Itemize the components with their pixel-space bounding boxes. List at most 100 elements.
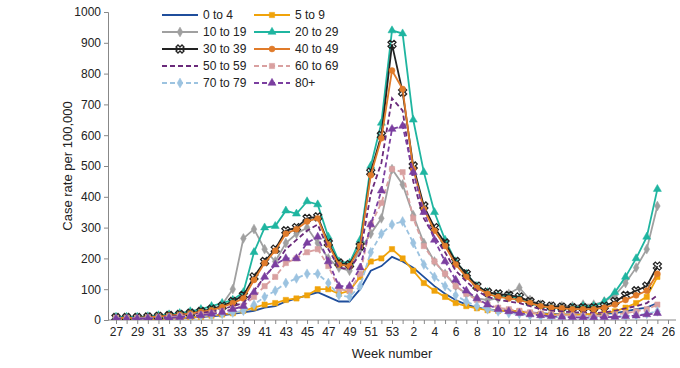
marker bbox=[399, 121, 407, 128]
marker bbox=[612, 302, 618, 308]
y-tick-label: 800 bbox=[81, 67, 101, 81]
marker bbox=[379, 256, 384, 261]
x-tick-mark bbox=[572, 320, 573, 324]
x-tick bbox=[594, 320, 595, 324]
legend: 0 to 45 to 910 to 1920 to 2930 to 3940 t… bbox=[162, 8, 339, 90]
marker bbox=[495, 294, 501, 304]
x-tick-label: 20 bbox=[598, 325, 612, 339]
y-tick-mark bbox=[104, 43, 108, 44]
marker bbox=[377, 186, 385, 193]
x-tick-label: 35 bbox=[195, 325, 209, 339]
x-tick: 16 bbox=[556, 320, 570, 339]
x-tick bbox=[424, 320, 425, 324]
y-tick: 100 bbox=[81, 283, 108, 297]
x-tick: 22 bbox=[619, 320, 633, 339]
legend-label: 70 to 79 bbox=[203, 76, 247, 90]
marker bbox=[494, 305, 502, 312]
legend-entry: 50 to 59 bbox=[162, 59, 247, 73]
marker bbox=[365, 166, 377, 178]
x-tick-label: 16 bbox=[556, 325, 570, 339]
x-tick-mark bbox=[360, 320, 361, 324]
legend-marker bbox=[268, 27, 276, 34]
marker bbox=[644, 288, 650, 294]
y-tick-label: 300 bbox=[81, 221, 101, 235]
marker bbox=[547, 312, 555, 319]
marker bbox=[262, 283, 267, 288]
marker bbox=[484, 300, 492, 307]
x-tick bbox=[488, 320, 489, 324]
x-tick: 26 bbox=[662, 320, 676, 339]
x-tick: 33 bbox=[174, 320, 188, 339]
series bbox=[113, 164, 660, 320]
y-tick-label: 100 bbox=[81, 283, 101, 297]
legend-label: 0 to 4 bbox=[203, 8, 233, 22]
x-tick: 29 bbox=[131, 320, 145, 339]
marker bbox=[591, 306, 597, 312]
y-tick: 400 bbox=[81, 190, 108, 204]
marker bbox=[304, 293, 309, 298]
marker bbox=[548, 305, 554, 311]
x-tick: 12 bbox=[513, 320, 527, 339]
x-tick-mark bbox=[488, 320, 489, 324]
x-tick bbox=[190, 320, 191, 324]
marker bbox=[250, 248, 258, 255]
marker bbox=[241, 233, 247, 243]
marker bbox=[400, 217, 406, 227]
marker bbox=[452, 275, 460, 282]
x-tick-mark bbox=[381, 320, 382, 324]
x-tick-label: 18 bbox=[577, 325, 591, 339]
marker bbox=[389, 220, 395, 230]
marker bbox=[400, 170, 405, 175]
x-tick-mark bbox=[562, 320, 563, 324]
x-tick-mark bbox=[296, 320, 297, 324]
y-tick-mark bbox=[104, 197, 108, 198]
legend-label: 5 to 9 bbox=[295, 8, 325, 22]
marker bbox=[611, 288, 619, 295]
x-tick-mark bbox=[636, 320, 637, 324]
series bbox=[110, 38, 663, 320]
y-tick-mark bbox=[104, 12, 108, 13]
x-tick-mark bbox=[519, 320, 520, 324]
marker bbox=[397, 86, 409, 98]
marker bbox=[389, 247, 394, 252]
marker bbox=[632, 311, 640, 318]
y-tick: 900 bbox=[81, 36, 108, 50]
marker bbox=[144, 314, 152, 320]
marker bbox=[389, 68, 395, 74]
x-tick-mark bbox=[647, 320, 648, 324]
x-tick-label: 24 bbox=[641, 325, 655, 339]
x-tick-label: 6 bbox=[453, 325, 460, 339]
x-tick-label: 45 bbox=[301, 325, 315, 339]
marker bbox=[386, 38, 398, 50]
marker bbox=[154, 314, 162, 320]
marker bbox=[251, 300, 257, 310]
x-tick-label: 47 bbox=[322, 325, 336, 339]
marker bbox=[379, 200, 384, 205]
legend-entry: 5 to 9 bbox=[254, 8, 325, 22]
y-tick-label: 500 bbox=[81, 159, 101, 173]
y-tick-label: 200 bbox=[81, 252, 101, 266]
marker bbox=[588, 302, 600, 314]
y-tick: 500 bbox=[81, 159, 108, 173]
x-tick-mark bbox=[190, 320, 191, 324]
marker bbox=[133, 314, 141, 320]
marker bbox=[601, 305, 607, 311]
marker bbox=[303, 238, 311, 245]
y-tick-mark bbox=[104, 289, 108, 290]
marker bbox=[368, 247, 374, 257]
marker bbox=[400, 256, 405, 261]
x-tick-mark bbox=[657, 320, 658, 324]
y-tick: 700 bbox=[81, 98, 108, 112]
x-tick bbox=[254, 320, 255, 324]
legend-marker bbox=[177, 27, 183, 37]
marker bbox=[622, 272, 630, 279]
legend-marker bbox=[174, 43, 186, 55]
legend-label: 80+ bbox=[295, 76, 315, 90]
x-tick-mark bbox=[254, 320, 255, 324]
marker bbox=[303, 197, 311, 204]
marker bbox=[315, 287, 320, 292]
marker bbox=[611, 312, 619, 319]
marker bbox=[271, 260, 279, 267]
marker bbox=[474, 301, 480, 311]
y-tick-mark bbox=[104, 104, 108, 105]
